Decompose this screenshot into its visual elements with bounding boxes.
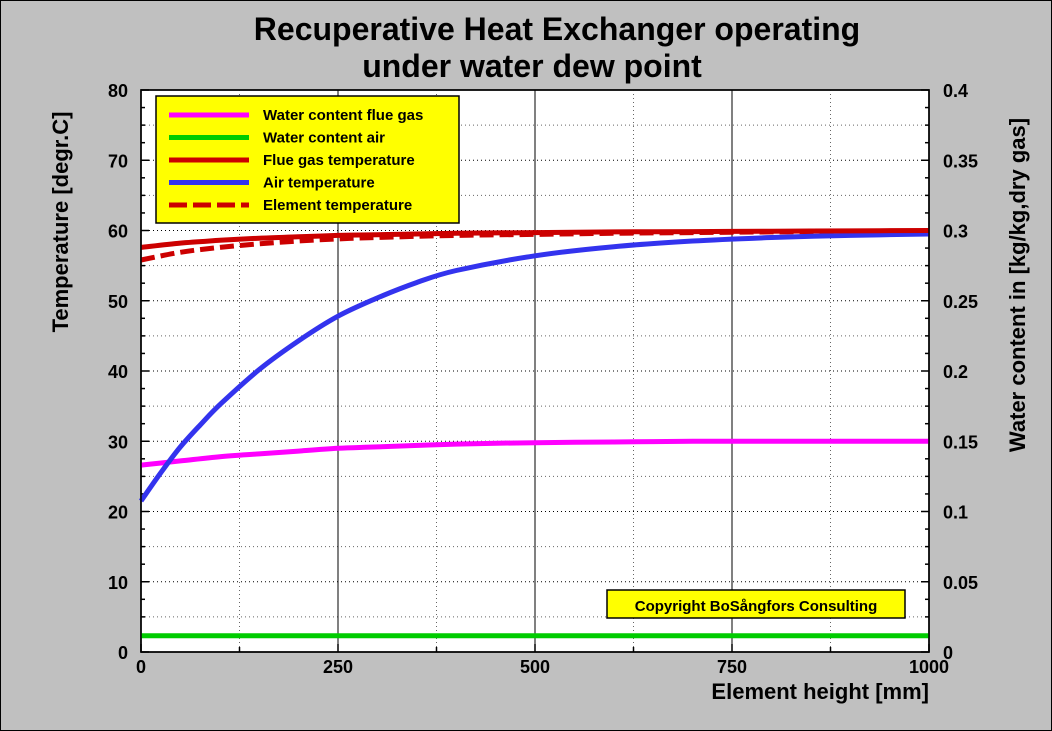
copyright-text: Copyright BoSångfors Consulting [635, 598, 877, 615]
x-tick-label: 250 [323, 657, 353, 677]
right-y-tick-label: 0.25 [943, 292, 978, 312]
left-y-tick-labels: 0 10 20 30 40 50 60 70 80 [108, 81, 128, 663]
x-tick-label: 750 [717, 657, 747, 677]
chart-title-line2: under water dew point [362, 48, 702, 84]
right-y-tick-label: 0.3 [943, 222, 968, 242]
right-y-tick-label: 0.35 [943, 151, 978, 171]
left-y-tick-label: 30 [108, 432, 128, 452]
left-y-tick-label: 70 [108, 151, 128, 171]
right-y-tick-label: 0.05 [943, 573, 978, 593]
legend: Water content flue gas Water content air F… [155, 95, 460, 224]
left-y-tick-label: 60 [108, 222, 128, 242]
right-y-tick-label: 0.2 [943, 362, 968, 382]
plot-border [140, 89, 930, 653]
series-line-water-content-flue-gas [140, 438, 929, 468]
legend-label-flue-gas-temperature: Flue gas temperature [263, 152, 415, 169]
copyright-box: Copyright BoSångfors Consulting [606, 589, 906, 619]
minor-grid [141, 90, 929, 652]
right-y-tick-labels: 0 0.05 0.1 0.15 0.2 0.25 0.3 0.35 0.4 [943, 81, 978, 663]
x-tick-label: 0 [136, 657, 146, 677]
left-y-tick-label: 80 [108, 81, 128, 101]
series-line-air-temperature [138, 231, 930, 503]
left-y-tick-label: 50 [108, 292, 128, 312]
legend-label-water-content-air: Water content air [263, 130, 385, 147]
right-y-tick-label: 0.1 [943, 503, 968, 523]
x-tick-label: 1000 [909, 657, 949, 677]
x-tick-label: 500 [520, 657, 550, 677]
right-y-axis-label: Water content in [kg/kg,dry gas] [1005, 118, 1030, 452]
left-y-tick-label: 40 [108, 362, 128, 382]
left-y-tick-label: 0 [118, 643, 128, 663]
series-line-flue-gas-temperature [140, 228, 930, 250]
right-y-tick-label: 0.15 [943, 432, 978, 452]
chart-title-line1: Recuperative Heat Exchanger operating [254, 11, 860, 47]
left-y-tick-label: 20 [108, 503, 128, 523]
copyright-bg [606, 589, 906, 619]
x-tick-labels: 0 250 500 750 1000 [136, 657, 949, 677]
legend-label-water-content-flue-gas: Water content flue gas [263, 107, 423, 124]
left-y-tick-label: 10 [108, 573, 128, 593]
left-y-axis-label: Temperature [degr.C] [48, 112, 73, 333]
legend-label-element-temperature: Element temperature [263, 197, 412, 214]
right-y-tick-label: 0.4 [943, 81, 968, 101]
series-lines [138, 228, 930, 639]
legend-label-air-temperature: Air temperature [263, 175, 375, 192]
x-axis-label: Element height [mm] [711, 679, 929, 704]
right-y-tick-label: 0 [943, 643, 953, 663]
